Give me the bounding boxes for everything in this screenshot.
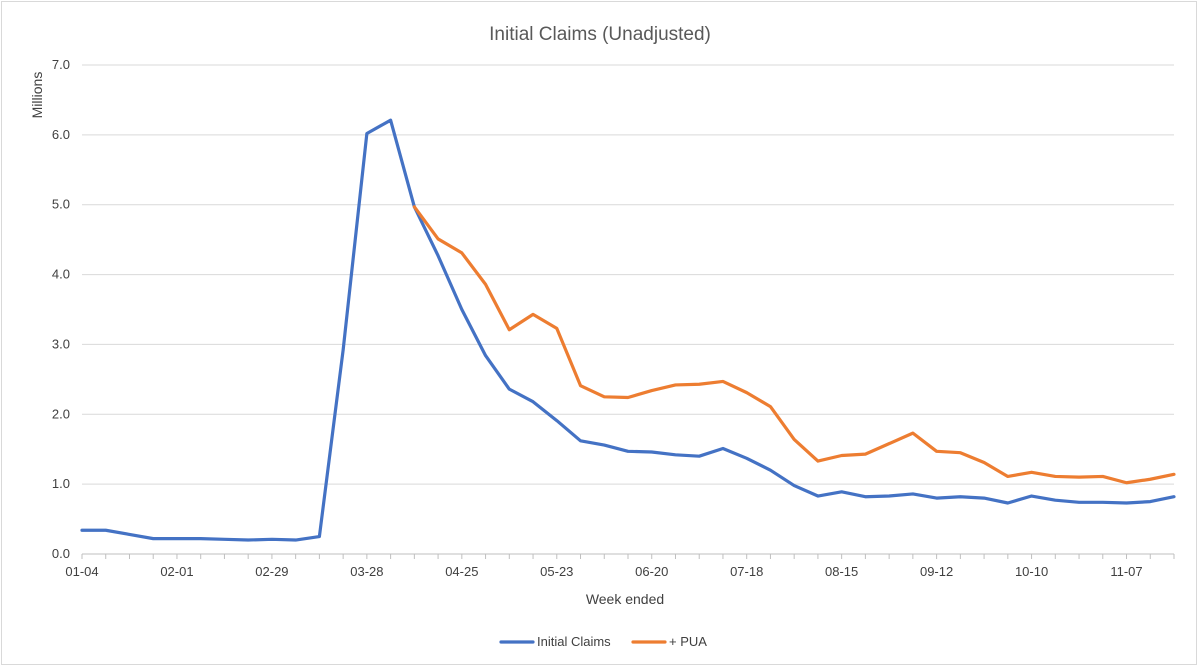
series-line-initial-claims [80, 118, 1176, 542]
gridlines [82, 64, 1174, 485]
x-tick-label: 03-28 [350, 564, 383, 579]
axes: 0.0 1.0 2.0 3.0 4.0 5.0 6.0 7.0 01-04 02-01 02-29 0… [52, 57, 1175, 579]
x-tick-label: 08-15 [825, 564, 858, 579]
x-tick-label: 09-12 [920, 564, 953, 579]
y-axis-title: Millions [29, 72, 45, 119]
y-tick-label: 1.0 [52, 476, 70, 491]
legend-label: + PUA [669, 634, 707, 649]
x-tick-label: 01-04 [65, 564, 98, 579]
x-tick-label: 02-29 [255, 564, 288, 579]
legend-label: Initial Claims [537, 634, 611, 649]
y-tick-label: 4.0 [52, 267, 70, 282]
x-tick-label: 02-01 [160, 564, 193, 579]
x-axis-title: Week ended [586, 591, 664, 607]
x-tick-label: 05-23 [540, 564, 573, 579]
legend: Initial Claims + PUA [499, 634, 707, 649]
x-tick-label: 10-10 [1015, 564, 1048, 579]
y-tick-label: 5.0 [52, 197, 70, 212]
y-tick-label: 3.0 [52, 336, 70, 351]
x-tick-label: 04-25 [445, 564, 478, 579]
chart-title: Initial Claims (Unadjusted) [489, 24, 711, 45]
y-tick-label: 0.0 [52, 546, 70, 561]
x-tick-label: 06-20 [635, 564, 668, 579]
x-tick-label: 07-18 [730, 564, 763, 579]
series-lines [80, 118, 1176, 542]
x-tick-label: 11-07 [1110, 564, 1142, 579]
y-tick-label: 6.0 [52, 127, 70, 142]
y-tick-label: 7.0 [52, 57, 70, 72]
series-line-pua [412, 205, 1176, 485]
y-tick-label: 2.0 [52, 406, 70, 421]
